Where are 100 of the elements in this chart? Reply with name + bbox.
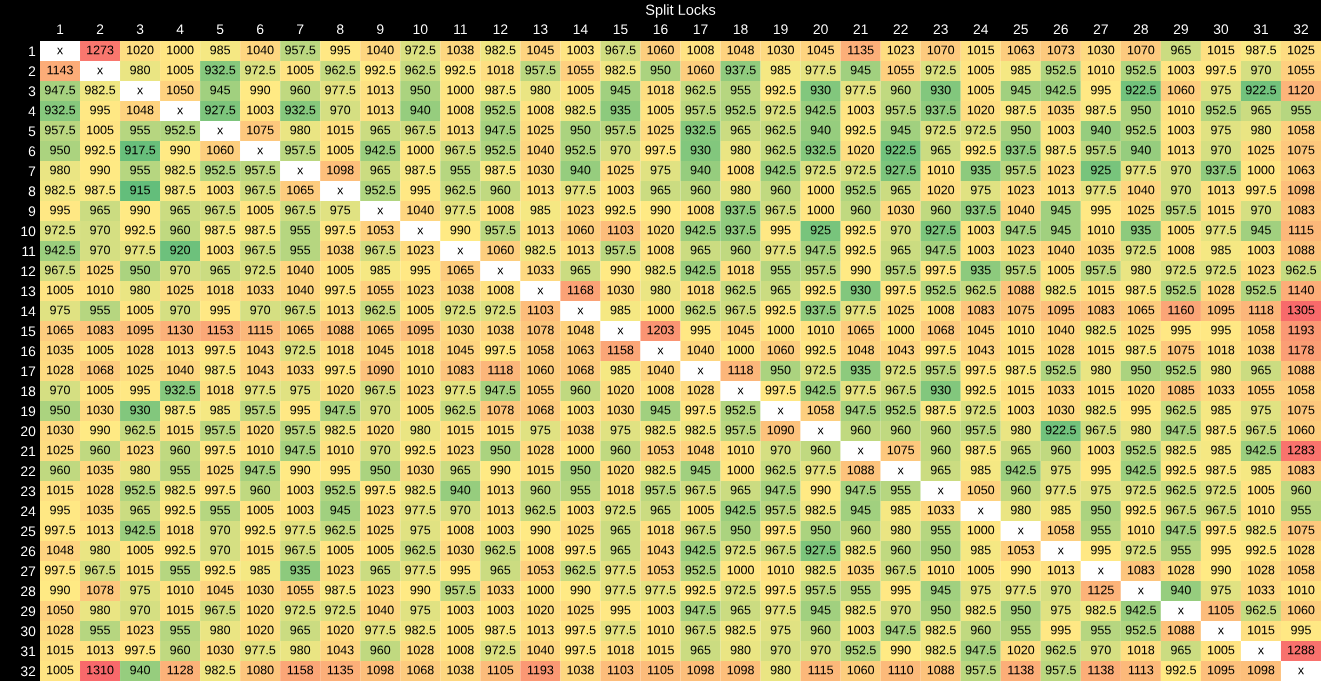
data-label: 972.5	[605, 505, 636, 515]
data-label: 947.5	[285, 445, 316, 455]
text: x	[177, 107, 184, 115]
data-label: 1065	[1127, 305, 1155, 315]
data-label: 960	[810, 445, 831, 455]
data-label: 1080	[247, 665, 274, 675]
data-label: 1005	[247, 205, 274, 215]
data-label: 1018	[607, 645, 634, 655]
data-label: 957.5	[245, 405, 276, 415]
data-label: 970	[450, 505, 471, 515]
data-label: 1013	[1167, 145, 1195, 155]
data-label: 1083	[967, 305, 995, 315]
data-label: 947.5	[1005, 225, 1036, 235]
data-label: 970	[890, 605, 911, 615]
data-label: 980	[730, 645, 751, 655]
data-label: 1003	[1007, 405, 1035, 415]
data-label: 977.5	[845, 385, 876, 395]
data-label: 985	[890, 505, 911, 515]
data-label: 957.5	[285, 45, 316, 55]
data-label: 955	[850, 585, 871, 595]
data-label: 1025	[1127, 205, 1155, 215]
data-label: 957.5	[685, 105, 716, 115]
data-label: 1038	[447, 285, 474, 295]
data-label: 1040	[247, 45, 274, 55]
data-label: 945	[1010, 85, 1031, 95]
y-tick-label: 12	[21, 266, 36, 277]
data-label: 960	[170, 645, 191, 655]
data-label: 995	[450, 565, 471, 575]
data-label: 1010	[327, 445, 354, 455]
data-label: 1028	[127, 345, 154, 355]
data-label: 967.5	[285, 305, 316, 315]
data-label: 967.5	[685, 525, 716, 535]
data-label: 942.5	[685, 265, 716, 275]
data-label: 1003	[567, 45, 594, 55]
data-label: 995	[210, 305, 231, 315]
x-tick-label: 6	[257, 24, 264, 35]
data-label: 1005	[87, 385, 114, 395]
data-label: 1008	[527, 105, 554, 115]
data-label: 1060	[1167, 85, 1195, 95]
data-label: 1105	[487, 665, 514, 675]
data-label: 955	[290, 245, 311, 255]
data-label: 965	[1251, 365, 1271, 375]
data-label: 980	[730, 185, 751, 195]
data-label: 977.5	[325, 85, 356, 95]
data-label: 985	[1251, 465, 1271, 475]
data-label: 965	[890, 245, 911, 255]
data-label: 1000	[807, 185, 835, 195]
data-label: 985	[1211, 405, 1231, 415]
data-label: 995	[1171, 325, 1191, 335]
data-label: 982.5	[845, 605, 876, 615]
data-label: 1160	[1168, 305, 1194, 315]
data-label: 1010	[167, 585, 194, 595]
data-label: 947.5	[325, 405, 356, 415]
y-tick-label: 6	[28, 146, 36, 157]
data-label: 950	[930, 545, 951, 555]
data-label: 965	[930, 145, 951, 155]
data-label: 972.5	[765, 105, 796, 115]
data-label: 992.5	[1165, 665, 1197, 675]
data-label: 1003	[447, 605, 474, 615]
data-label: 982.5	[165, 165, 196, 175]
data-label: 1040	[287, 265, 314, 275]
data-label: 995	[1090, 545, 1111, 555]
data-label: 992.5	[765, 305, 796, 315]
data-label: 977.5	[605, 625, 636, 635]
data-label: 1038	[447, 45, 474, 55]
data-label: 1038	[487, 325, 514, 335]
data-label: 952.5	[1125, 445, 1156, 455]
data-label: 982.5	[1245, 525, 1277, 535]
data-label: 1040	[1127, 185, 1155, 195]
x-tick-label: 19	[773, 24, 788, 35]
data-label: 1005	[967, 85, 995, 95]
data-label: 1055	[1288, 65, 1315, 75]
data-label: 975	[1050, 605, 1071, 615]
text: x	[537, 287, 544, 295]
data-label: 1040	[1007, 205, 1035, 215]
data-label: 1005	[287, 65, 314, 75]
data-label: 980	[1131, 265, 1151, 275]
text: x	[1017, 527, 1024, 535]
data-label: 1098	[687, 665, 714, 675]
data-label: 980	[290, 645, 311, 655]
y-tick-label: 19	[21, 406, 36, 417]
text: x	[417, 227, 424, 235]
data-label: 955	[210, 505, 231, 515]
data-label: 982.5	[605, 65, 636, 75]
data-label: 980	[90, 545, 110, 555]
data-label: 1025	[647, 125, 674, 135]
data-label: 955	[930, 525, 951, 535]
data-label: 1008	[727, 165, 754, 175]
data-label: 980	[650, 285, 671, 295]
text: x	[977, 507, 984, 515]
data-label: 1023	[407, 245, 434, 255]
data-label: 1135	[327, 665, 354, 675]
data-label: 1020	[527, 605, 554, 615]
data-label: 1033	[927, 505, 955, 515]
text: x	[1097, 567, 1104, 575]
data-label: 960	[930, 205, 951, 215]
data-label: 982.5	[1085, 605, 1116, 615]
data-label: 947.5	[44, 85, 76, 95]
data-label: 922.5	[885, 145, 916, 155]
data-label: 1005	[687, 505, 714, 515]
